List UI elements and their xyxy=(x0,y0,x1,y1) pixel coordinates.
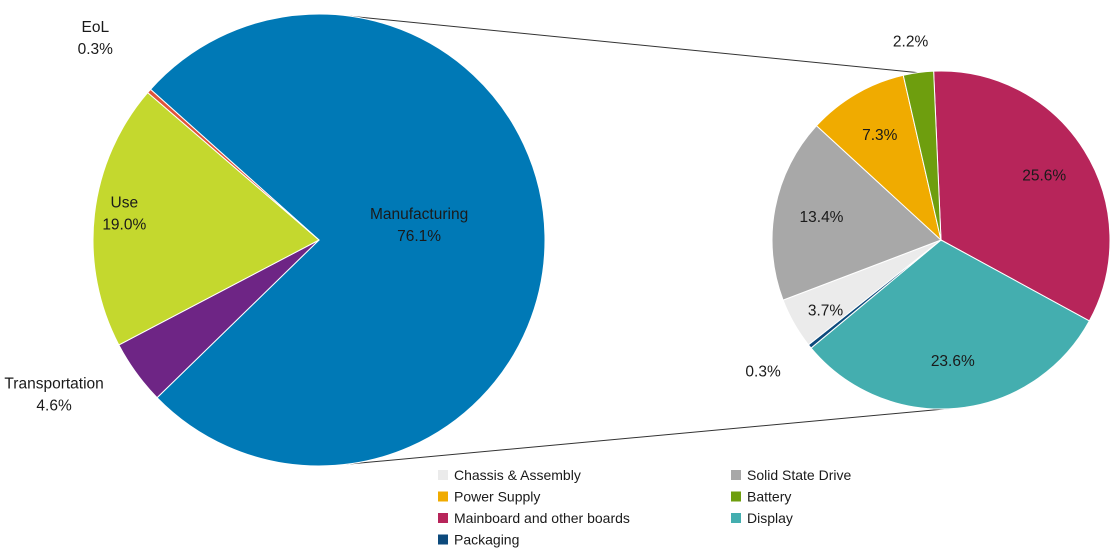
main-label-transportation: Transportation xyxy=(4,376,103,393)
main-label-use: Use xyxy=(111,195,139,212)
detail-value-chassis-and-assembly: 3.7% xyxy=(808,302,844,319)
connector-line-top xyxy=(350,15,918,74)
main-label-manufacturing: Manufacturing xyxy=(370,206,468,223)
legend-item-solid-state-drive: Solid State Drive xyxy=(731,467,851,483)
detail-value-solid-state-drive: 13.4% xyxy=(800,209,844,226)
main-label-eol: EoL xyxy=(82,19,110,36)
detail-slice-display xyxy=(810,239,1091,410)
detail-value-mainboard-and-other-boards: 25.6% xyxy=(1022,168,1066,185)
legend: Chassis & Assembly Solid State Drive Power… xyxy=(438,467,851,548)
legend-label: Power Supply xyxy=(454,489,540,505)
main-value-eol: 0.3% xyxy=(78,41,114,58)
main-pie xyxy=(92,13,546,467)
legend-swatch xyxy=(438,534,448,545)
detail-slice-power-supply xyxy=(815,74,942,242)
detail-value-packaging: 0.3% xyxy=(745,363,781,380)
main-slice-manufacturing xyxy=(149,13,546,467)
main-value-manufacturing: 76.1% xyxy=(397,228,441,245)
legend-item-chassis-and-assembly: Chassis & Assembly xyxy=(438,467,581,483)
legend-label: Chassis & Assembly xyxy=(454,467,581,483)
legend-swatch xyxy=(438,470,448,480)
main-pie-labels: Manufacturing 76.1% Transportation 4.6% Use 1… xyxy=(4,19,468,415)
detail-pie-labels: 25.6% 23.6% 0.3% 3.7% 13.4% 7.3% 2.2% xyxy=(745,33,1066,380)
detail-slice-battery xyxy=(902,70,942,241)
detail-pie xyxy=(771,70,1111,410)
detail-slice-solid-state-drive xyxy=(771,124,942,301)
connector-line-bottom xyxy=(346,406,968,465)
detail-slice-mainboard-and-other-boards xyxy=(933,70,1111,322)
legend-swatch xyxy=(438,513,448,523)
detail-value-power-supply: 7.3% xyxy=(862,127,898,144)
legend-label: Mainboard and other boards xyxy=(454,510,630,526)
legend-label: Display xyxy=(747,510,793,526)
legend-item-battery: Battery xyxy=(731,489,791,505)
legend-swatch xyxy=(731,513,741,523)
detail-value-battery: 2.2% xyxy=(893,33,929,50)
detail-value-display: 23.6% xyxy=(931,353,975,370)
legend-label: Battery xyxy=(747,489,791,505)
legend-item-mainboard-and-other-boards: Mainboard and other boards xyxy=(438,510,630,526)
legend-item-power-supply: Power Supply xyxy=(438,489,540,505)
legend-label: Packaging xyxy=(454,532,519,548)
connector-lines xyxy=(346,15,968,465)
legend-item-packaging: Packaging xyxy=(438,532,519,548)
legend-label: Solid State Drive xyxy=(747,467,851,483)
main-value-use: 19.0% xyxy=(102,217,146,234)
legend-item-display: Display xyxy=(731,510,793,526)
main-slice-use xyxy=(92,91,320,346)
legend-swatch xyxy=(438,491,448,502)
legend-swatch xyxy=(731,491,741,502)
legend-swatch xyxy=(731,470,741,480)
main-slice-eol xyxy=(147,88,320,241)
main-value-transportation: 4.6% xyxy=(36,398,72,415)
